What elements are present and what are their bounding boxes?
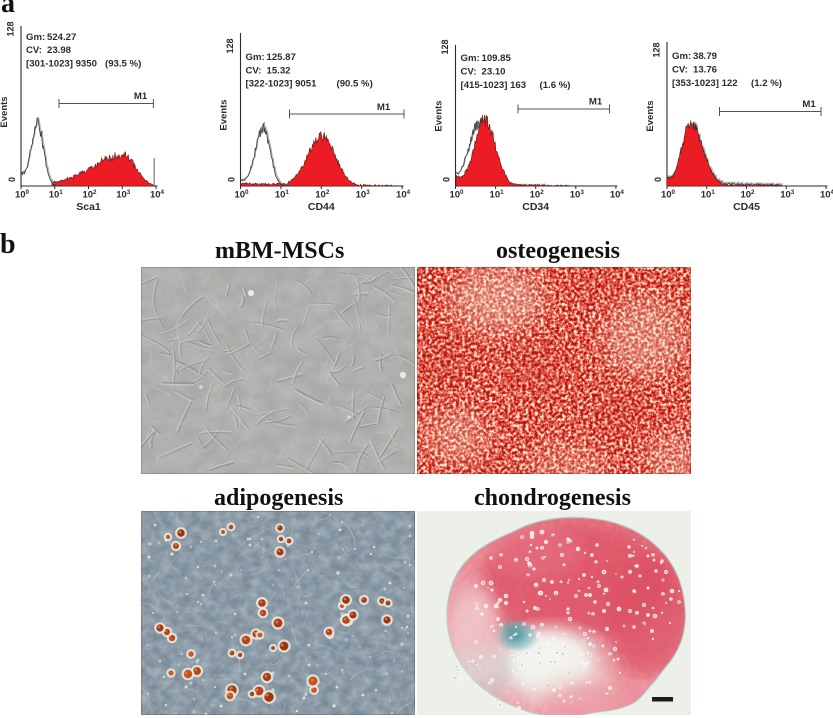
svg-text:Gm:: Gm: [246, 52, 265, 63]
svg-text:CD34: CD34 [522, 201, 549, 213]
svg-text:128: 128 [652, 42, 662, 57]
svg-text:104: 104 [820, 189, 833, 201]
svg-text:Events: Events [0, 96, 10, 127]
svg-text:(93.5 %): (93.5 %) [105, 59, 141, 70]
svg-text:104: 104 [610, 189, 625, 201]
svg-text:101: 101 [490, 189, 505, 201]
svg-text:128: 128 [6, 21, 16, 36]
svg-text:M1: M1 [134, 91, 148, 102]
svg-text:M1: M1 [589, 97, 603, 108]
svg-text:CV:: CV: [246, 66, 262, 77]
svg-text:100: 100 [661, 189, 676, 201]
svg-text:102: 102 [740, 189, 755, 201]
svg-text:Gm:: Gm: [26, 32, 45, 43]
svg-text:(1.2 %): (1.2 %) [751, 78, 782, 89]
svg-text:100: 100 [234, 189, 249, 201]
svg-text:Gm:: Gm: [461, 53, 480, 64]
svg-text:[415-1023] 163: [415-1023] 163 [461, 80, 527, 91]
svg-text:524.27: 524.27 [47, 32, 76, 43]
svg-text:103: 103 [356, 189, 371, 201]
svg-text:0: 0 [653, 177, 663, 182]
svg-text:128: 128 [225, 38, 235, 53]
svg-text:[322-1023] 9051: [322-1023] 9051 [246, 79, 318, 90]
svg-text:104: 104 [396, 189, 411, 201]
svg-text:(90.5 %): (90.5 %) [337, 79, 373, 90]
svg-text:101: 101 [49, 189, 64, 201]
svg-text:M1: M1 [377, 102, 391, 113]
svg-text:15.32: 15.32 [267, 66, 291, 77]
svg-text:CV:: CV: [26, 45, 42, 56]
svg-text:Gm:: Gm: [672, 51, 691, 62]
svg-text:0: 0 [7, 177, 17, 182]
svg-text:23.98: 23.98 [47, 45, 72, 56]
svg-text:104: 104 [150, 189, 165, 201]
svg-text:Sca1: Sca1 [76, 201, 101, 213]
svg-text:23.10: 23.10 [482, 67, 506, 78]
svg-text:[353-1023] 122: [353-1023] 122 [672, 78, 738, 89]
svg-text:103: 103 [116, 189, 131, 201]
svg-text:125.87: 125.87 [267, 52, 296, 63]
svg-text:13.76: 13.76 [693, 65, 717, 76]
svg-text:Events: Events [219, 99, 230, 130]
svg-text:CD44: CD44 [308, 201, 335, 213]
svg-text:128: 128 [440, 39, 450, 54]
svg-text:Events: Events [434, 100, 445, 131]
svg-text:Events: Events [645, 100, 656, 131]
svg-text:102: 102 [530, 189, 545, 201]
svg-text:0: 0 [227, 177, 237, 182]
svg-text:M1: M1 [802, 99, 816, 110]
svg-text:CV:: CV: [461, 67, 477, 78]
svg-text:CV:: CV: [672, 65, 688, 76]
svg-text:CD45: CD45 [733, 201, 760, 213]
svg-text:102: 102 [315, 189, 330, 201]
svg-text:[301-1023] 9350: [301-1023] 9350 [26, 59, 97, 70]
svg-text:102: 102 [82, 189, 97, 201]
svg-text:103: 103 [570, 189, 585, 201]
svg-text:(1.6 %): (1.6 %) [540, 80, 571, 91]
svg-text:100: 100 [15, 189, 30, 201]
svg-text:0: 0 [442, 177, 452, 182]
svg-text:101: 101 [701, 189, 716, 201]
svg-text:100: 100 [449, 189, 464, 201]
svg-text:101: 101 [275, 189, 290, 201]
svg-text:38.79: 38.79 [693, 51, 717, 62]
svg-text:109.85: 109.85 [482, 53, 512, 64]
svg-text:103: 103 [780, 189, 795, 201]
